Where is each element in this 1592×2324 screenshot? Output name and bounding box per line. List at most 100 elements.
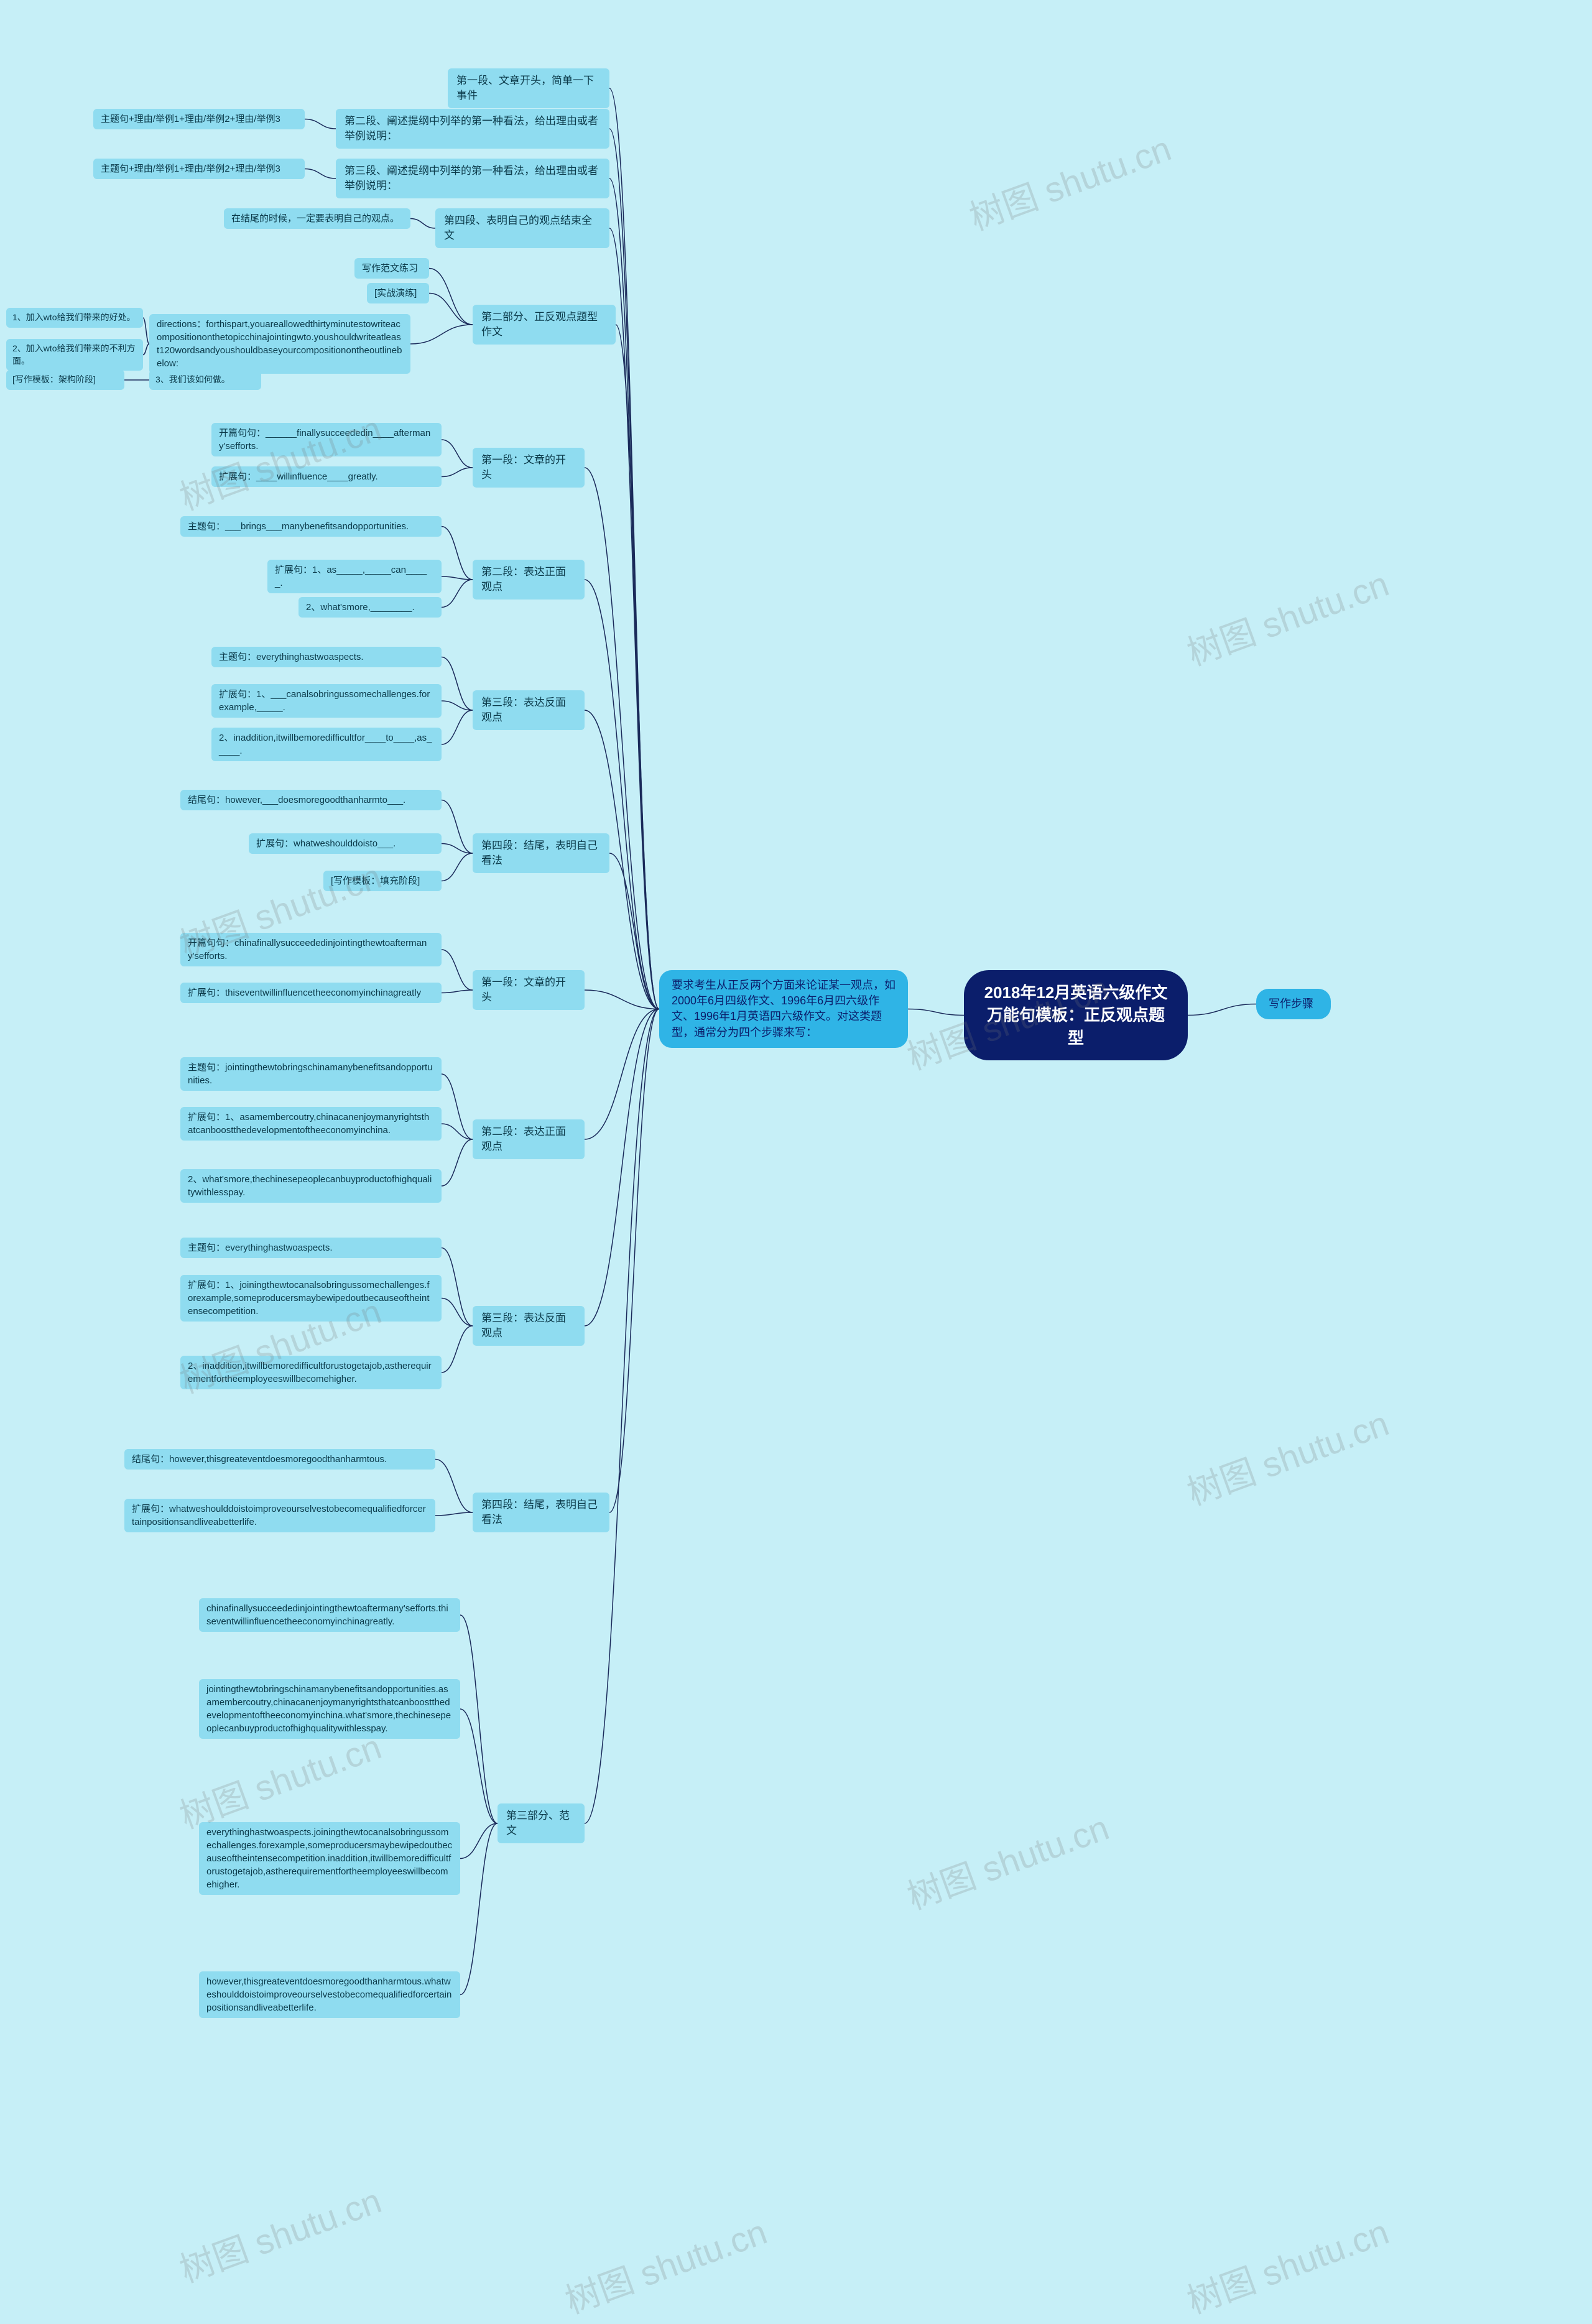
watermark: 树图 shutu.cn	[172, 2173, 387, 2292]
edge	[609, 1009, 659, 1513]
node-p1_3a: 主题句：everythinghastwoaspects.	[211, 647, 442, 667]
edge	[442, 468, 473, 477]
edge	[442, 1139, 473, 1186]
node-p3_4a: 结尾句：however,thisgreateventdoesmoregoodth…	[124, 1449, 435, 1470]
edge	[435, 1512, 473, 1516]
edge	[442, 800, 473, 854]
node-p3_2c: 2、what'smore,thechinesepeoplecanbuyprodu…	[180, 1169, 442, 1203]
edge	[585, 1009, 659, 1824]
node-p2c3a: [写作模板：架构阶段]	[6, 370, 124, 390]
node-p3_2b: 扩展句：1、asamembercoutry,chinacanenjoymanyr…	[180, 1107, 442, 1141]
edge	[460, 1823, 497, 1995]
node-p3_4b: 扩展句：whatweshoulddoistoimproveourselvesto…	[124, 1499, 435, 1532]
edge	[616, 325, 659, 1009]
watermark: 树图 shutu.cn	[961, 121, 1177, 240]
node-p1_1a: 开篇句句：______finallysucceededin____afterma…	[211, 423, 442, 456]
edge	[305, 169, 336, 179]
edge	[609, 88, 659, 1009]
node-p1_3b: 扩展句：1、___canalsobringussomechallenges.fo…	[211, 684, 442, 718]
edge	[442, 580, 473, 608]
node-s3a: 主题句+理由/举例1+理由/举例2+理由/举例3	[93, 159, 305, 179]
node-s2: 第二段、阐述提纲中列举的第一种看法，给出理由或者举例说明：	[336, 109, 609, 149]
edge	[442, 527, 473, 580]
node-p3_3c: 2、inaddition,itwillbemoredifficultforust…	[180, 1356, 442, 1389]
node-p2b: [实战演练]	[367, 283, 429, 303]
edge	[908, 1009, 964, 1016]
node-p1_2a: 主题句：___brings___manybenefitsandopportuni…	[180, 516, 442, 537]
node-p2c2: 2、加入wto给我们带来的不利方面。	[6, 339, 143, 371]
edge	[460, 1823, 497, 1859]
node-p1_1: 第一段：文章的开头	[473, 448, 585, 488]
edge	[442, 1124, 473, 1139]
node-p3_4: 第四段：结尾，表明自己看法	[473, 1493, 609, 1532]
node-steps: 写作步骤	[1256, 989, 1331, 1019]
node-p3_3: 第三段：表达反面观点	[473, 1306, 585, 1346]
node-pt3d: however,thisgreateventdoesmoregoodthanha…	[199, 1971, 460, 2018]
edge	[442, 1248, 473, 1326]
node-p3_1b: 扩展句：thiseventwillinfluencetheeconomyinch…	[180, 983, 442, 1003]
node-p1_4: 第四段：结尾，表明自己看法	[473, 833, 609, 873]
node-s4a: 在结尾的时候，一定要表明自己的观点。	[224, 208, 410, 229]
node-p1_4a: 结尾句：however,___doesmoregoodthanharmto___…	[180, 790, 442, 810]
node-p1_3c: 2、inaddition,itwillbemoredifficultfor___…	[211, 728, 442, 761]
node-p2a: 写作范文练习	[354, 258, 429, 279]
edge	[585, 1009, 659, 1326]
node-p1_1b: 扩展句：____willinfluence____greatly.	[211, 466, 442, 487]
edge	[435, 1460, 473, 1513]
node-p2c1: 1、加入wto给我们带来的好处。	[6, 308, 143, 328]
watermark: 树图 shutu.cn	[1179, 2204, 1395, 2323]
edge	[442, 440, 473, 468]
watermark: 树图 shutu.cn	[1179, 556, 1395, 675]
edge	[143, 344, 149, 355]
edge	[442, 844, 473, 854]
node-p3_2a: 主题句：jointingthewtobringschinamanybenefit…	[180, 1057, 442, 1091]
edge	[410, 219, 435, 229]
watermark: 树图 shutu.cn	[1179, 1396, 1395, 1515]
node-s1: 第一段、文章开头，简单一下事件	[448, 68, 609, 108]
node-p3_3a: 主题句：everythinghastwoaspects.	[180, 1238, 442, 1258]
edge	[1188, 1004, 1256, 1016]
node-p1_4c: [写作模板：填充阶段]	[323, 871, 442, 891]
node-s2a: 主题句+理由/举例1+理由/举例2+理由/举例3	[93, 109, 305, 129]
node-p2c3: 3、我们该如何做。	[149, 370, 261, 390]
edge	[585, 468, 659, 1009]
edge	[442, 1326, 473, 1373]
edge	[609, 228, 659, 1009]
node-p3_2: 第二段：表达正面观点	[473, 1119, 585, 1159]
node-p3_1a: 开篇句句：chinafinallysucceededinjointingthew…	[180, 933, 442, 966]
edge	[442, 853, 473, 881]
watermark: 树图 shutu.cn	[899, 1800, 1115, 1919]
node-pt3b: jointingthewtobringschinamanybenefitsand…	[199, 1679, 460, 1739]
node-p3_1: 第一段：文章的开头	[473, 970, 585, 1010]
node-req: 要求考生从正反两个方面来论证某一观点，如2000年6月四级作文、1996年6月四…	[659, 970, 908, 1048]
edge	[429, 294, 473, 325]
edge	[585, 1009, 659, 1140]
edge	[442, 576, 473, 580]
edge	[460, 1709, 497, 1823]
edge	[442, 1299, 473, 1326]
edge	[442, 657, 473, 711]
node-p2c: directions：forthispart,youareallowedthir…	[149, 314, 410, 374]
edge	[442, 701, 473, 710]
node-p1_2b: 扩展句：1、as_____,_____can_____.	[267, 560, 442, 593]
node-p1_3: 第三段：表达反面观点	[473, 690, 585, 730]
edge	[609, 129, 659, 1009]
edge	[585, 580, 659, 1009]
edge	[442, 950, 473, 990]
node-part3: 第三部分、范文	[497, 1803, 585, 1843]
node-p3_3b: 扩展句：1、joiningthewtocanalsobringussomecha…	[180, 1275, 442, 1322]
node-p1_4b: 扩展句：whatweshoulddoisto___.	[249, 833, 442, 854]
node-pt3c: everythinghastwoaspects.joiningthewtocan…	[199, 1822, 460, 1895]
edge	[143, 318, 149, 344]
edge	[609, 853, 659, 1009]
edge	[305, 119, 336, 129]
edge	[585, 990, 659, 1009]
watermark: 树图 shutu.cn	[557, 2204, 773, 2323]
edge	[410, 325, 473, 344]
node-root: 2018年12月英语六级作文万能句模板：正反观点题型	[964, 970, 1188, 1060]
edge	[460, 1615, 497, 1823]
node-p1_2: 第二段：表达正面观点	[473, 560, 585, 600]
node-pt3a: chinafinallysucceededinjointingthewtoaft…	[199, 1598, 460, 1632]
node-p1_2c: 2、what'smore,________.	[298, 597, 442, 618]
node-s3: 第三段、阐述提纲中列举的第一种看法，给出理由或者举例说明：	[336, 159, 609, 198]
